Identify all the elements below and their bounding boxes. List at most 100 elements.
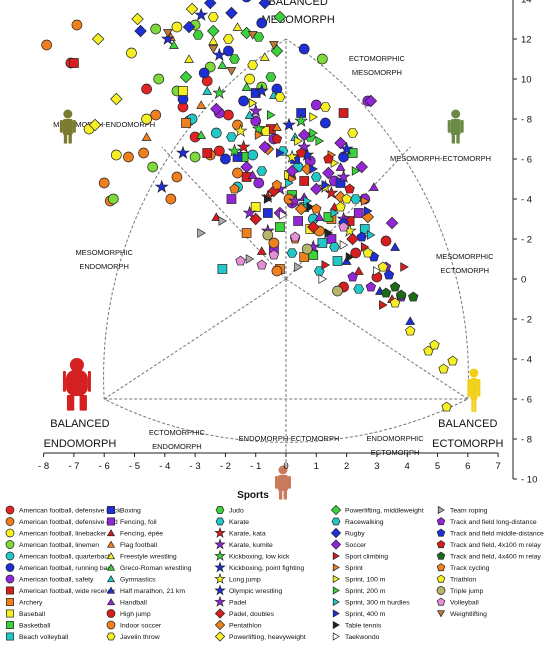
legend-label: American football, running back — [19, 565, 115, 572]
series-kickboxing-low-kick — [212, 85, 309, 157]
data-point — [236, 139, 251, 153]
data-point — [353, 208, 364, 218]
data-point — [207, 12, 219, 22]
data-point — [330, 208, 340, 218]
legend-marker — [214, 619, 226, 631]
legend-label: Weightlifting — [450, 611, 487, 618]
zone-label: ENDOMORPH — [79, 262, 129, 271]
legend-item-karate: Karate — [215, 517, 249, 526]
x-tick-label: 3 — [374, 461, 379, 472]
legend-marker — [330, 539, 342, 550]
data-point — [232, 152, 243, 162]
legend-label: Taekwondo — [345, 634, 380, 641]
legend-marker — [106, 609, 116, 618]
legend-item-american-football-linemen: American football, linemen — [5, 540, 99, 549]
zone-label: MESOMORPHIC — [75, 248, 133, 257]
x-axis: - 8 - 7 - 6 - 5 - 4 - 3 - 2 - 1 0 1 2 3 4 5 6 7 — [38, 452, 501, 472]
data-point — [259, 52, 270, 61]
legend-item-weightlifting: Weightlifting — [436, 610, 487, 618]
data-point — [69, 58, 79, 68]
data-point — [229, 183, 240, 194]
data-point — [141, 113, 152, 125]
series-javelin-throw — [207, 12, 359, 138]
legend-marker — [5, 540, 15, 549]
legend-item-triathlon: Triathlon — [436, 574, 476, 584]
data-point — [326, 234, 337, 244]
data-point — [240, 160, 253, 174]
somatochart-outline — [103, 38, 469, 443]
x-tick-label: - 3 — [190, 461, 201, 472]
endomorph-ectomorph-figure-icon — [274, 465, 291, 500]
legend-marker — [332, 632, 340, 641]
data-point — [154, 179, 169, 193]
legend-label: American football, linemen — [19, 542, 99, 549]
legend-item-sprint-100-m: Sprint, 100 m — [332, 574, 386, 584]
data-point — [242, 205, 257, 219]
data-point — [294, 136, 303, 146]
data-point — [360, 242, 370, 252]
data-point — [365, 281, 377, 292]
data-point — [385, 216, 399, 230]
data-point — [98, 177, 110, 189]
data-point — [171, 21, 183, 33]
legend-marker — [214, 561, 226, 573]
legend-item-fencing-foil: Fencing, foil — [107, 517, 157, 526]
legend-marker — [5, 505, 15, 515]
data-point — [204, 0, 217, 10]
data-point — [160, 31, 175, 45]
legend-label: Soccer — [345, 542, 367, 549]
legend-item-american-football-defensive-back: American football, defensive back — [5, 505, 121, 515]
legend-marker — [214, 572, 226, 584]
data-point — [295, 147, 307, 158]
endomorph-axis-line — [103, 278, 287, 400]
data-point — [171, 171, 183, 183]
legend-label: Sprint, 100 m — [345, 577, 386, 584]
data-points — [41, 0, 458, 412]
legend-marker — [5, 574, 15, 584]
data-point — [110, 149, 122, 161]
data-point — [265, 72, 277, 82]
legend-item-track-and-field-4x100-m-relay: Track and field, 4x100 m relay — [436, 540, 541, 549]
data-point — [211, 212, 222, 221]
data-point — [138, 147, 149, 159]
mesomorph-endomorph-figure-icon — [59, 109, 76, 144]
legend-marker — [436, 540, 446, 549]
somatotype-zone-labels: BALANCED MESOMORPH ENDOMORPHIC MESOMORPH ECT… — [44, 0, 504, 457]
legend-marker — [106, 540, 116, 548]
series-rugby — [134, 0, 272, 38]
data-point — [213, 145, 225, 157]
data-point — [241, 82, 252, 91]
data-point — [429, 339, 440, 350]
legend-item-table-tennis: Table tennis — [332, 620, 382, 630]
legend-label: American football, defensive end — [19, 519, 118, 526]
legend-item-gymnastics: Gymnastics — [106, 575, 156, 584]
series-track-and-field-4x400-m-relay — [380, 281, 419, 302]
data-point — [244, 73, 255, 85]
legend-item-track-and-field-long-distance: Track and field long-distance — [436, 517, 537, 526]
data-point — [359, 224, 370, 234]
zone-label: ECTOMORPHIC — [149, 428, 206, 437]
legend-label: American football, wide receiver — [19, 588, 116, 595]
legend-item-beach-volleyball: Beach volleyball — [6, 632, 69, 641]
data-point — [310, 172, 322, 182]
legend-label: Sprint, 300 m hurdles — [345, 600, 410, 607]
data-point — [405, 316, 416, 325]
data-point — [299, 176, 310, 186]
legend-marker — [214, 631, 226, 642]
legend-marker — [436, 610, 446, 618]
data-point — [218, 216, 228, 226]
legend-label: Sport climbing — [345, 554, 388, 561]
series-sport-climbing — [321, 242, 409, 310]
data-point — [400, 262, 409, 272]
legend-marker — [436, 528, 446, 537]
y-tick-label: - 8 — [521, 115, 532, 126]
legend-label: Archery — [19, 600, 43, 607]
data-point — [334, 136, 347, 150]
data-point — [309, 112, 318, 122]
data-point — [309, 164, 318, 174]
data-point — [377, 261, 389, 272]
legend-item-sprint: Sprint — [332, 563, 363, 572]
legend-item-sprint-200-m: Sprint, 200 m — [332, 586, 386, 595]
legend-label: American football, linebacker — [19, 531, 107, 538]
data-point — [226, 132, 237, 142]
